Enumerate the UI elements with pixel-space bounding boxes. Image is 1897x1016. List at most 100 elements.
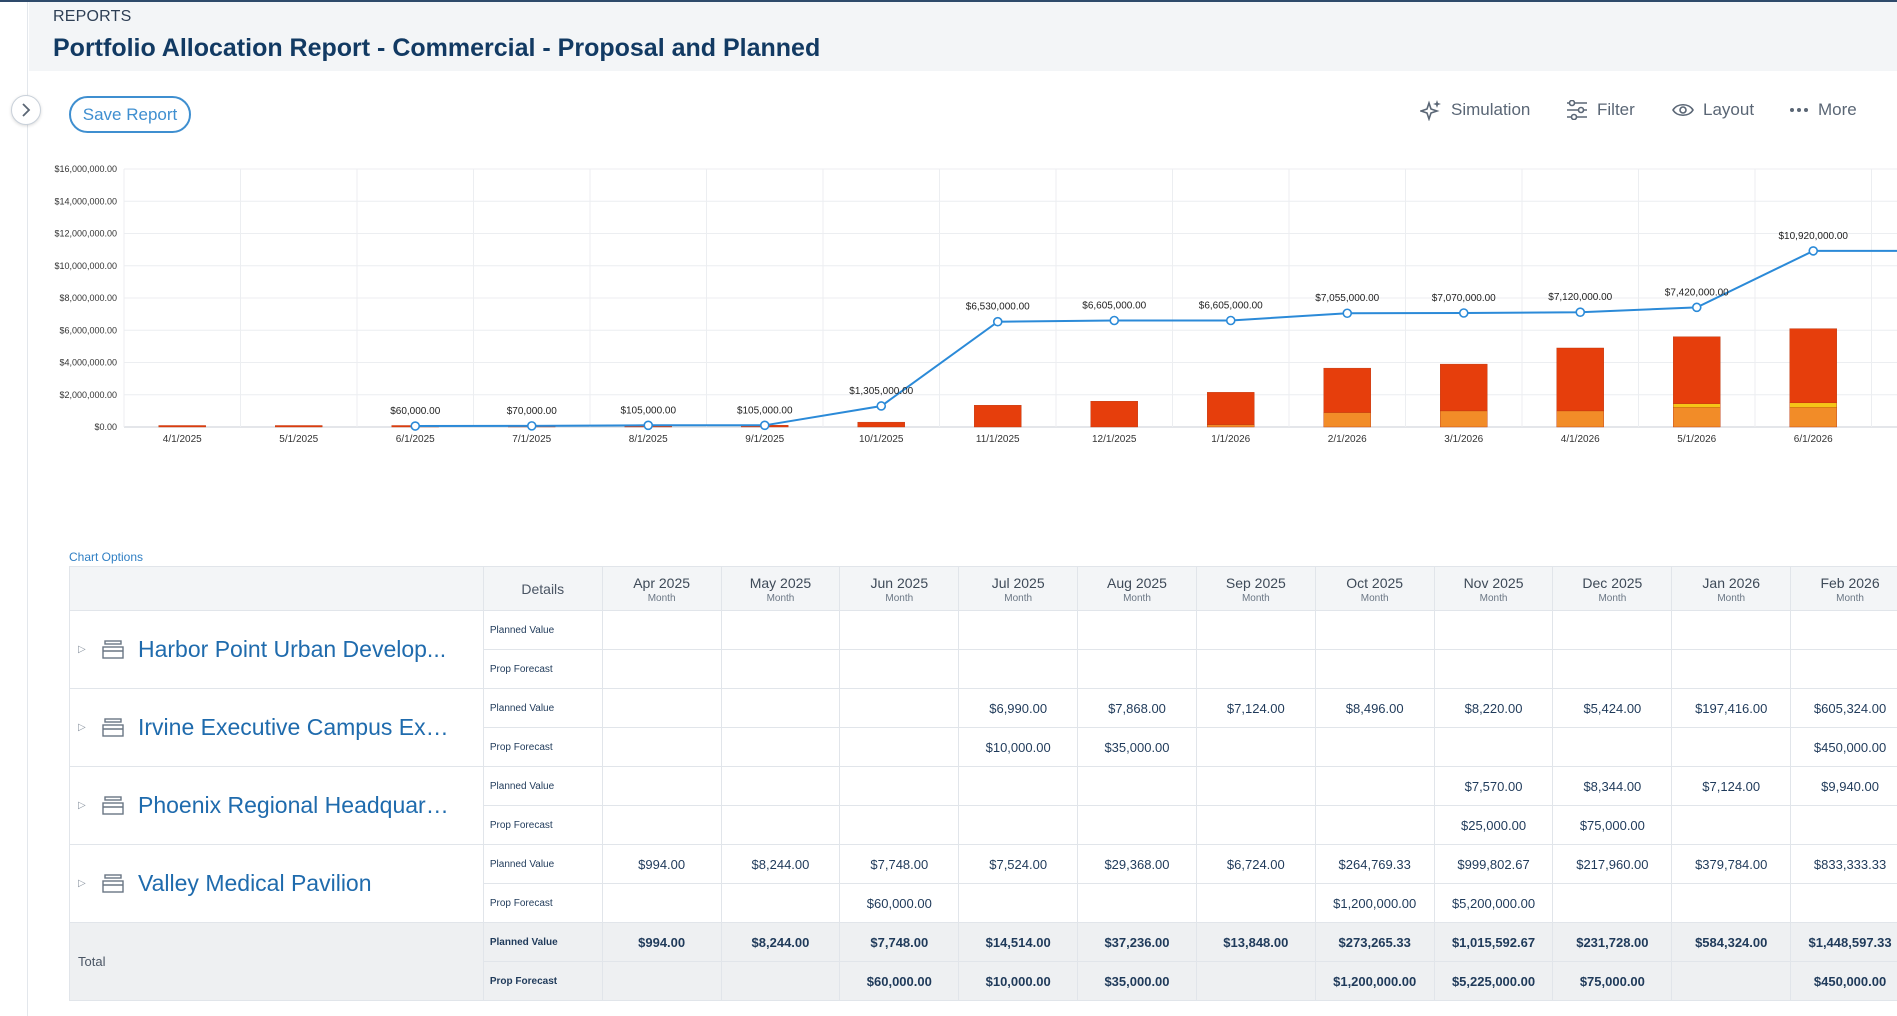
value-cell[interactable]: [1195, 649, 1316, 689]
value-cell[interactable]: [1552, 610, 1673, 650]
value-cell[interactable]: $25,000.00: [1433, 805, 1554, 845]
value-cell[interactable]: [1671, 961, 1792, 1001]
value-cell[interactable]: [720, 610, 841, 650]
expand-row-caret-icon[interactable]: ▷: [78, 722, 86, 733]
expand-row-caret-icon[interactable]: ▷: [78, 878, 86, 889]
value-cell[interactable]: [601, 805, 722, 845]
column-header[interactable]: Apr 2025 Month: [601, 566, 722, 611]
value-cell[interactable]: [720, 727, 841, 767]
value-cell[interactable]: [1671, 727, 1792, 767]
chart-options-link[interactable]: Chart Options: [69, 550, 144, 564]
value-cell[interactable]: $75,000.00: [1552, 805, 1673, 845]
value-cell[interactable]: [601, 883, 722, 923]
breadcrumb[interactable]: REPORTS: [53, 8, 132, 25]
value-cell[interactable]: [1671, 805, 1792, 845]
expand-sidebar-button[interactable]: [11, 95, 41, 125]
simulation-button[interactable]: Simulation: [1420, 96, 1530, 124]
value-cell[interactable]: $7,524.00: [958, 844, 1079, 884]
value-cell[interactable]: [1671, 610, 1792, 650]
value-cell[interactable]: $13,848.00: [1195, 922, 1316, 962]
value-cell[interactable]: [1195, 961, 1316, 1001]
column-header[interactable]: Feb 2026 Month: [1790, 566, 1897, 611]
project-name-link[interactable]: Phoenix Regional Headquart...: [138, 792, 451, 818]
value-cell[interactable]: [720, 649, 841, 689]
value-cell[interactable]: [839, 805, 960, 845]
value-cell[interactable]: [1314, 610, 1435, 650]
value-cell[interactable]: $379,784.00: [1671, 844, 1792, 884]
value-cell[interactable]: [601, 688, 722, 728]
value-cell[interactable]: $1,200,000.00: [1314, 883, 1435, 923]
value-cell[interactable]: $8,244.00: [720, 922, 841, 962]
value-cell[interactable]: [1195, 883, 1316, 923]
value-cell[interactable]: $8,244.00: [720, 844, 841, 884]
value-cell[interactable]: [1077, 610, 1197, 650]
value-cell[interactable]: [839, 688, 960, 728]
value-cell[interactable]: [720, 883, 841, 923]
value-cell[interactable]: [1077, 805, 1197, 845]
value-cell[interactable]: $8,344.00: [1552, 766, 1673, 806]
value-cell[interactable]: [1433, 610, 1554, 650]
value-cell[interactable]: [1790, 883, 1897, 923]
column-header[interactable]: Oct 2025 Month: [1314, 566, 1435, 611]
project-name-link[interactable]: Irvine Executive Campus Exp...: [138, 714, 451, 740]
value-cell[interactable]: [1195, 766, 1316, 806]
value-cell[interactable]: $450,000.00: [1790, 961, 1897, 1001]
layout-button[interactable]: Layout: [1672, 96, 1754, 124]
value-cell[interactable]: [720, 688, 841, 728]
value-cell[interactable]: $999,802.67: [1433, 844, 1554, 884]
value-cell[interactable]: [1433, 649, 1554, 689]
column-header[interactable]: Dec 2025 Month: [1552, 566, 1673, 611]
value-cell[interactable]: $37,236.00: [1077, 922, 1197, 962]
value-cell[interactable]: [601, 961, 722, 1001]
value-cell[interactable]: [1195, 610, 1316, 650]
value-cell[interactable]: [1314, 649, 1435, 689]
value-cell[interactable]: $35,000.00: [1077, 727, 1197, 767]
value-cell[interactable]: $6,990.00: [958, 688, 1079, 728]
value-cell[interactable]: [720, 766, 841, 806]
value-cell[interactable]: [1552, 883, 1673, 923]
value-cell[interactable]: $605,324.00: [1790, 688, 1897, 728]
project-name-link[interactable]: Valley Medical Pavilion: [138, 870, 372, 896]
value-cell[interactable]: [720, 805, 841, 845]
value-cell[interactable]: [1314, 727, 1435, 767]
column-header[interactable]: Jan 2026 Month: [1671, 566, 1792, 611]
value-cell[interactable]: [1077, 883, 1197, 923]
value-cell[interactable]: [1671, 883, 1792, 923]
value-cell[interactable]: $994.00: [601, 922, 722, 962]
value-cell[interactable]: $10,000.00: [958, 961, 1079, 1001]
value-cell[interactable]: $60,000.00: [839, 961, 960, 1001]
value-cell[interactable]: [601, 766, 722, 806]
value-cell[interactable]: $9,940.00: [1790, 766, 1897, 806]
value-cell[interactable]: $7,868.00: [1077, 688, 1197, 728]
value-cell[interactable]: [1077, 766, 1197, 806]
column-header[interactable]: Aug 2025 Month: [1077, 566, 1197, 611]
column-header[interactable]: May 2025 Month: [720, 566, 841, 611]
value-cell[interactable]: [1195, 805, 1316, 845]
filter-button[interactable]: Filter: [1566, 96, 1635, 124]
column-header[interactable]: Nov 2025 Month: [1433, 566, 1554, 611]
value-cell[interactable]: [720, 961, 841, 1001]
value-cell[interactable]: [1552, 649, 1673, 689]
value-cell[interactable]: $264,769.33: [1314, 844, 1435, 884]
value-cell[interactable]: [601, 610, 722, 650]
value-cell[interactable]: [1433, 727, 1554, 767]
value-cell[interactable]: $10,000.00: [958, 727, 1079, 767]
expand-row-caret-icon[interactable]: ▷: [78, 644, 86, 655]
value-cell[interactable]: [839, 766, 960, 806]
value-cell[interactable]: [1552, 727, 1673, 767]
value-cell[interactable]: [958, 610, 1079, 650]
column-header[interactable]: Jul 2025 Month: [958, 566, 1079, 611]
value-cell[interactable]: [958, 883, 1079, 923]
value-cell[interactable]: [958, 766, 1079, 806]
expand-row-caret-icon[interactable]: ▷: [78, 800, 86, 811]
value-cell[interactable]: $5,200,000.00: [1433, 883, 1554, 923]
value-cell[interactable]: $7,124.00: [1195, 688, 1316, 728]
value-cell[interactable]: $5,424.00: [1552, 688, 1673, 728]
value-cell[interactable]: $7,748.00: [839, 922, 960, 962]
value-cell[interactable]: [1790, 649, 1897, 689]
value-cell[interactable]: $8,220.00: [1433, 688, 1554, 728]
save-report-button[interactable]: Save Report: [69, 96, 191, 133]
value-cell[interactable]: [839, 727, 960, 767]
value-cell[interactable]: $7,124.00: [1671, 766, 1792, 806]
value-cell[interactable]: $1,448,597.33: [1790, 922, 1897, 962]
